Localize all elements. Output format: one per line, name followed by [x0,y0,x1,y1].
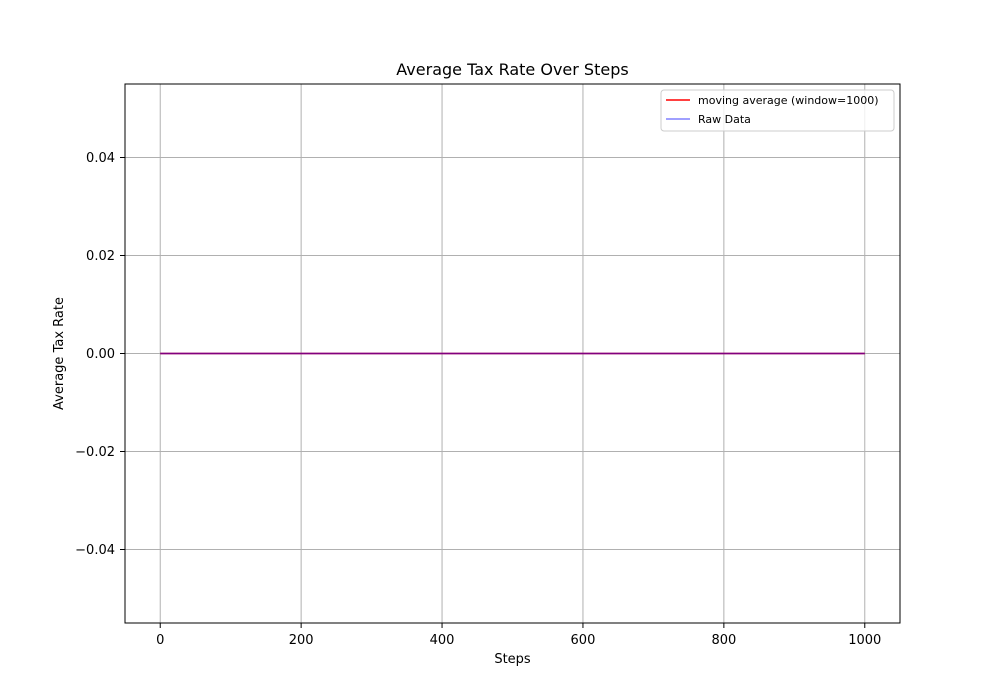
y-tick-label: 0.00 [86,347,115,362]
y-axis-ticks: −0.04 −0.02 0.00 0.02 0.04 [75,151,125,558]
legend-label-2: Raw Data [698,113,751,126]
legend-label-1: moving average (window=1000) [698,94,879,107]
x-tick-label: 200 [289,633,314,648]
x-tick-label: 400 [430,633,455,648]
y-tick-label: 0.02 [86,249,115,264]
y-axis-label: Average Tax Rate [52,297,67,410]
x-axis-label: Steps [494,652,531,667]
y-tick-label: 0.04 [86,151,115,166]
y-tick-label: −0.04 [75,543,115,558]
x-tick-label: 0 [156,633,164,648]
x-axis-ticks: 0 200 400 600 800 1000 [156,623,881,648]
legend: moving average (window=1000) Raw Data [660,89,895,132]
x-tick-label: 800 [711,633,736,648]
y-tick-label: −0.02 [75,445,115,460]
x-tick-label: 1000 [848,633,881,648]
x-tick-label: 600 [571,633,596,648]
chart-title: Average Tax Rate Over Steps [396,60,628,79]
legend-box [660,89,895,132]
